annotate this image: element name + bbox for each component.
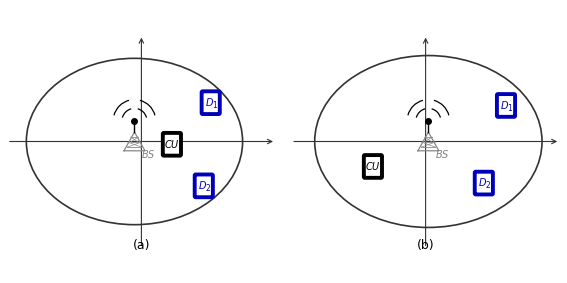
Text: (a): (a)	[133, 239, 150, 252]
FancyBboxPatch shape	[202, 91, 220, 114]
Text: $\mathit{1}$: $\mathit{1}$	[507, 102, 513, 113]
Text: $\mathit{D}$: $\mathit{D}$	[205, 96, 214, 108]
Text: $\mathit{D}$: $\mathit{D}$	[478, 176, 487, 188]
Text: $\mathit{1}$: $\mathit{1}$	[211, 99, 218, 110]
FancyBboxPatch shape	[163, 133, 181, 156]
Text: $\mathit{D}$: $\mathit{D}$	[500, 99, 509, 111]
Text: $\mathit{CU}$: $\mathit{CU}$	[164, 138, 180, 150]
Text: (b): (b)	[417, 239, 434, 252]
Text: $\mathit{2}$: $\mathit{2}$	[485, 179, 490, 190]
Text: $\mathit{BS}$: $\mathit{BS}$	[435, 148, 450, 160]
FancyBboxPatch shape	[475, 172, 493, 194]
FancyBboxPatch shape	[364, 155, 382, 178]
Text: $\mathit{BS}$: $\mathit{BS}$	[141, 148, 156, 160]
Text: $\mathit{2}$: $\mathit{2}$	[205, 182, 211, 193]
FancyBboxPatch shape	[194, 175, 213, 197]
Text: $\mathit{CU}$: $\mathit{CU}$	[365, 160, 381, 172]
FancyBboxPatch shape	[497, 94, 515, 117]
Text: $\mathit{D}$: $\mathit{D}$	[198, 179, 207, 191]
